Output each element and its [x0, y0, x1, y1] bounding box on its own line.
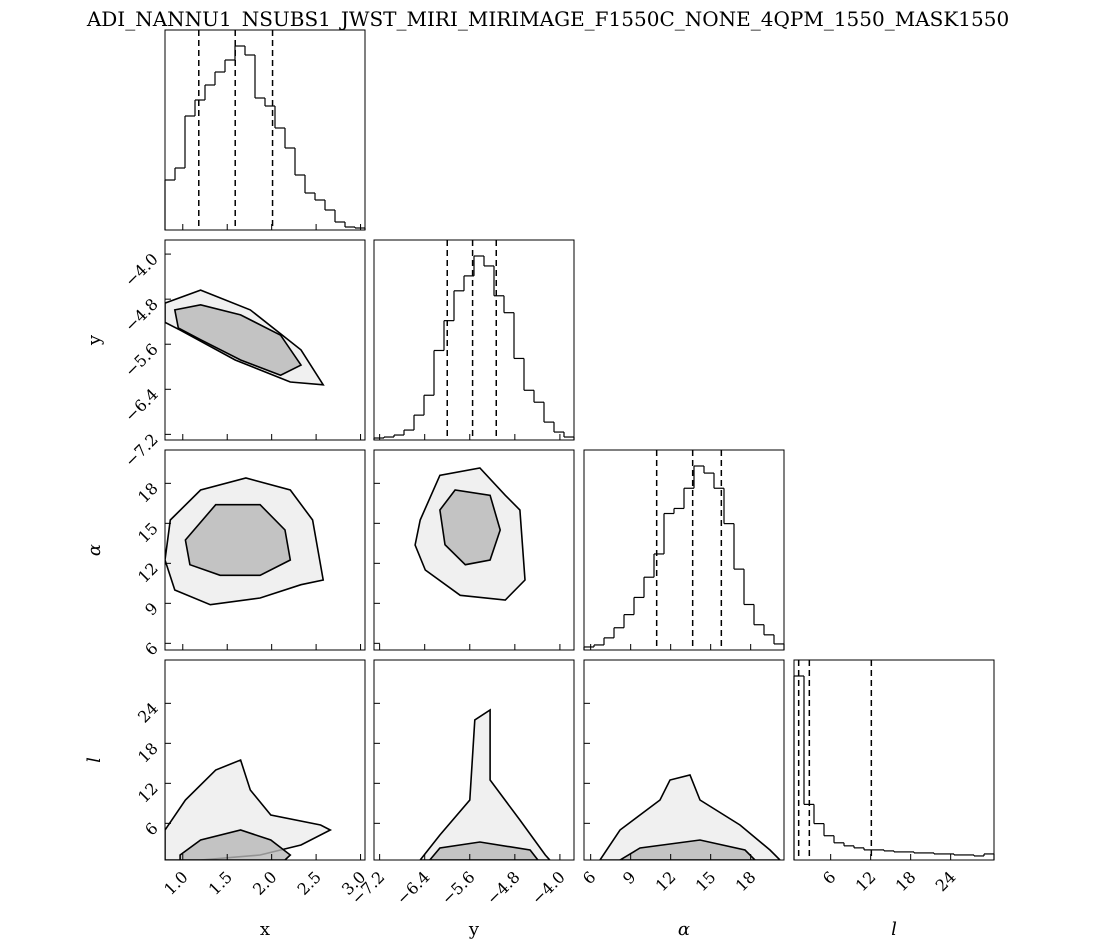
y-tick-label: 18 [134, 479, 162, 507]
x-tick-label: −4.8 [483, 867, 524, 908]
x-tick-label: −5.6 [438, 867, 479, 908]
histogram-panel [793, 659, 995, 861]
x-tick-label: 2.5 [294, 867, 325, 898]
pair-panel [164, 239, 366, 441]
y-axis-label: l [84, 757, 105, 763]
x-tick-label: −6.4 [393, 867, 434, 908]
x-axis-label: y [468, 919, 480, 940]
x-tick-label: 24 [932, 867, 960, 895]
contours [165, 289, 325, 386]
y-tick-label: 6 [141, 639, 162, 660]
panel-frame [793, 659, 995, 861]
contours [419, 708, 551, 860]
x-tick-label: 6 [819, 867, 840, 888]
y-tick-label: 12 [134, 779, 162, 807]
contour [173, 303, 303, 377]
y-tick-label: −4.0 [121, 249, 162, 290]
x-tick-label: 18 [892, 867, 920, 895]
y-tick-label: −6.4 [121, 385, 162, 426]
panel-frame [164, 659, 366, 861]
contours [165, 477, 325, 606]
y-axis-label: y [84, 334, 105, 346]
contour [428, 841, 539, 860]
pair-panel [164, 449, 366, 651]
x-tick-label: 18 [732, 867, 760, 895]
contour [179, 829, 292, 860]
contour [439, 489, 502, 566]
y-tick-label: −7.2 [121, 430, 162, 471]
pair-panel [583, 659, 785, 861]
x-axis-label: l [891, 919, 897, 940]
panel-frame [373, 239, 575, 441]
pair-panel [373, 659, 575, 861]
y-axis-label: α [84, 544, 105, 556]
histogram-panel [164, 29, 366, 231]
x-axis-label: x [260, 919, 270, 940]
panel-frame [373, 449, 575, 651]
histogram-panel [583, 449, 785, 651]
contours [414, 467, 526, 601]
x-tick-label: 2.0 [249, 867, 280, 898]
panel-frame [164, 449, 366, 651]
contour [165, 758, 333, 860]
x-tick-label: 1.5 [205, 867, 236, 898]
panel-frame [583, 659, 785, 861]
x-tick-label: −4.0 [528, 867, 569, 908]
y-tick-label: 24 [134, 699, 162, 727]
contour [184, 503, 292, 577]
y-tick-label: −5.6 [121, 340, 162, 381]
x-tick-label: 6 [579, 867, 600, 888]
pair-panel [164, 659, 366, 861]
y-tick-label: 9 [141, 599, 162, 620]
chart-title: ADI_NANNU1_NSUBS1_JWST_MIRI_MIRIMAGE_F15… [86, 7, 1009, 31]
y-tick-label: 18 [134, 739, 162, 767]
x-tick-label: 1.0 [160, 867, 191, 898]
y-tick-label: −4.8 [121, 295, 162, 336]
contour [618, 839, 757, 860]
contours [165, 758, 333, 860]
contour [419, 708, 551, 860]
contours [599, 774, 782, 860]
y-tick-label: 6 [141, 819, 162, 840]
panel-frame [583, 449, 785, 651]
x-axis-label: α [678, 919, 690, 940]
panel-frame [373, 659, 575, 861]
y-tick-label: 15 [134, 519, 162, 547]
x-tick-label: 12 [852, 867, 880, 895]
panel-frame [164, 239, 366, 441]
y-tick-label: 12 [134, 559, 162, 587]
pair-panel [373, 449, 575, 651]
panel-frame [164, 29, 366, 231]
x-tick-label: 15 [692, 867, 720, 895]
x-tick-label: 9 [619, 867, 640, 888]
x-tick-label: 12 [652, 867, 680, 895]
contour [599, 774, 782, 860]
histogram-panel [373, 239, 575, 441]
